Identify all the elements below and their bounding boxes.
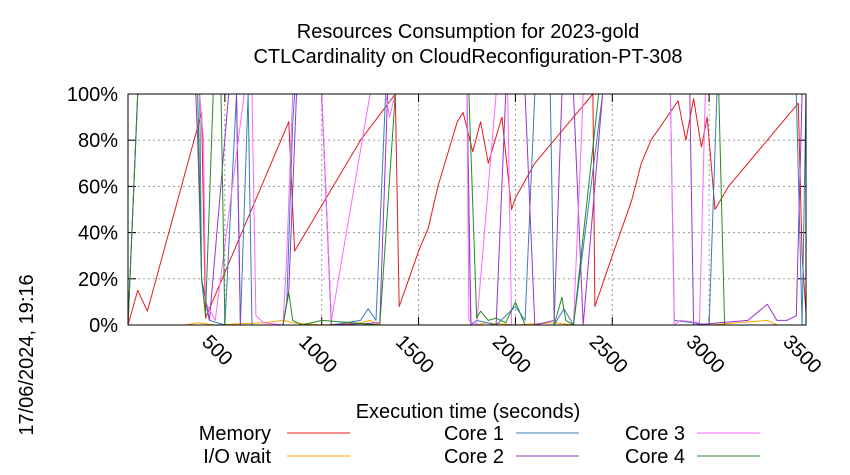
x-tick-label: 500	[197, 331, 236, 370]
legend-label: Core 4	[625, 446, 685, 468]
x-tick-label: 3500	[778, 331, 825, 378]
x-axis-label: Execution time (seconds)	[356, 401, 581, 423]
side-label: 17/06/2024, 19:16	[16, 274, 38, 435]
y-tick-label: 80%	[78, 130, 118, 152]
x-tick-label: 2000	[488, 331, 535, 378]
x-tick-label: 2500	[585, 331, 632, 378]
y-tick-label: 40%	[78, 223, 118, 245]
legend-label: Memory	[199, 423, 271, 445]
legend-label: Core 2	[444, 446, 504, 468]
y-axis: 0% 20% 40% 60% 80% 100%	[67, 84, 806, 337]
x-tick-label: 1000	[294, 331, 341, 378]
legend-label: Core 1	[444, 423, 504, 445]
x-tick-label: 1500	[391, 331, 438, 378]
y-tick-label: 100%	[67, 84, 118, 106]
series-line-core-3	[127, 93, 806, 326]
plot-frame	[127, 93, 807, 326]
x-tick-label: 3000	[682, 331, 729, 378]
y-tick-label: 60%	[78, 176, 118, 198]
chart-subtitle: CTLCardinality on CloudReconfiguration-P…	[253, 46, 682, 68]
series-group	[127, 93, 807, 326]
y-tick-label: 0%	[89, 315, 118, 337]
y-tick-label: 20%	[78, 269, 118, 291]
legend-label: Core 3	[625, 423, 685, 445]
legend-label: I/O wait	[203, 446, 271, 468]
chart-title: Resources Consumption for 2023-gold	[297, 21, 639, 43]
